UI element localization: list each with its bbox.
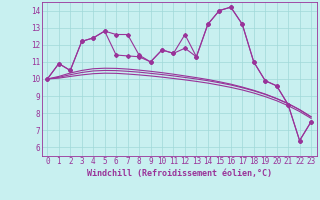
X-axis label: Windchill (Refroidissement éolien,°C): Windchill (Refroidissement éolien,°C)	[87, 169, 272, 178]
